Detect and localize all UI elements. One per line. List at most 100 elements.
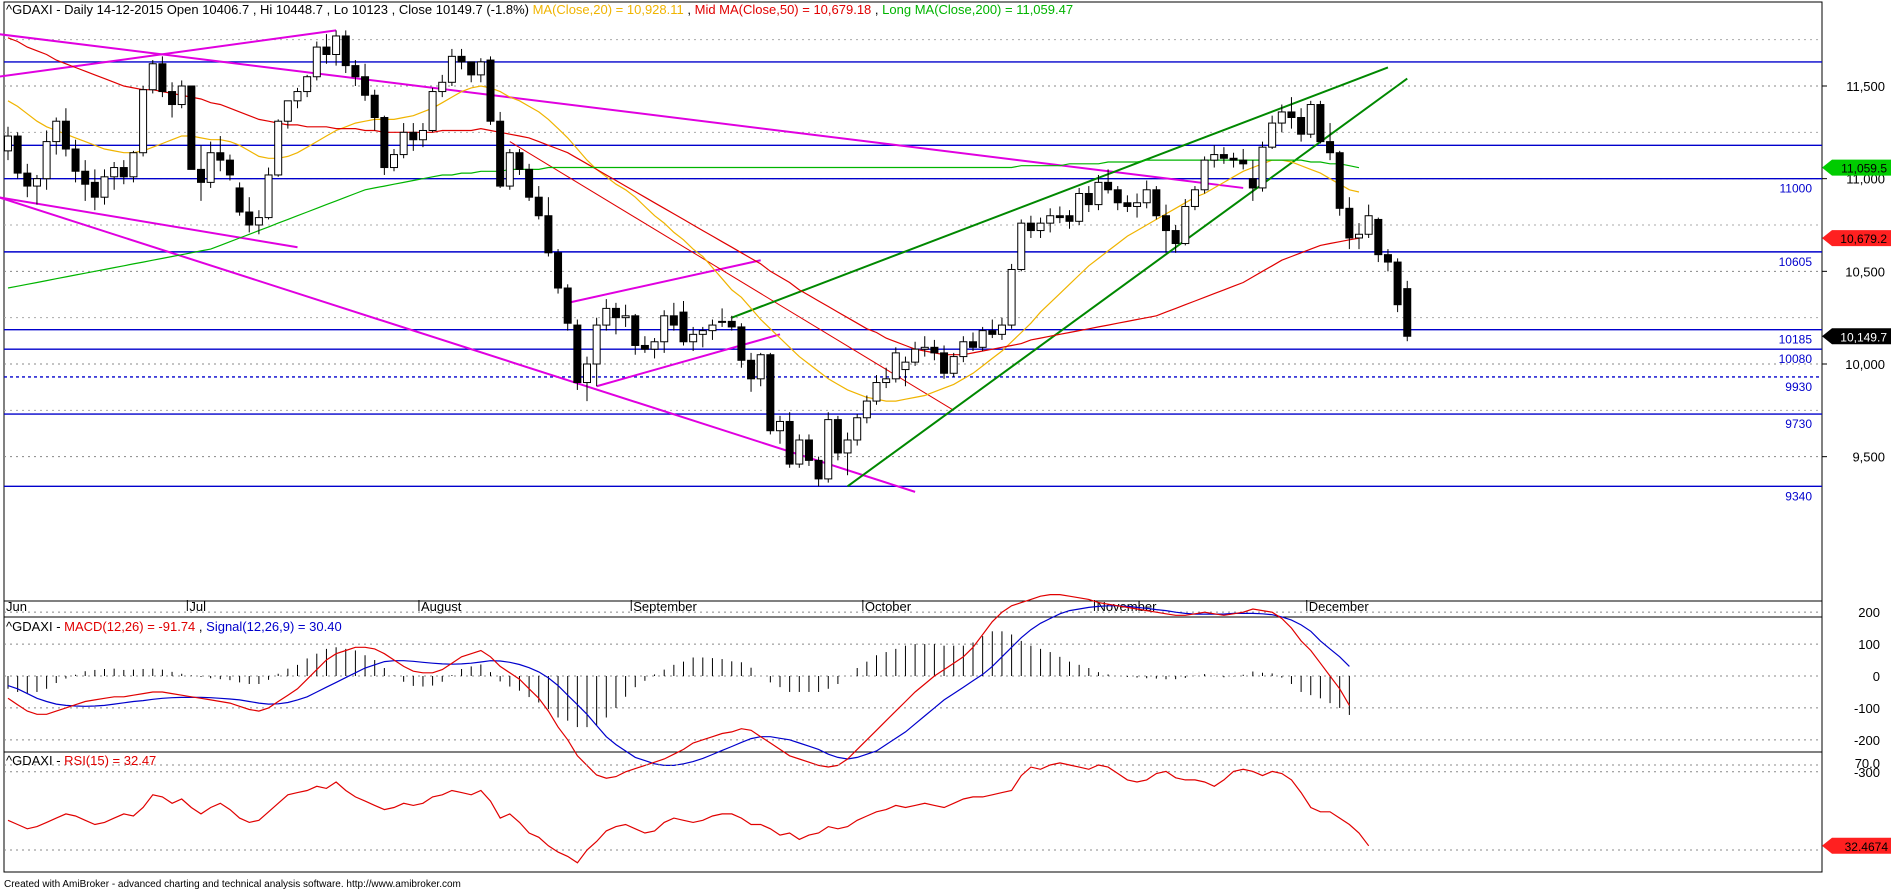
candle-up — [1306, 104, 1315, 135]
candle-up — [1200, 159, 1209, 191]
candle-up — [1007, 268, 1016, 326]
candle-down — [496, 120, 505, 187]
header-high: Hi 10448.7 — [260, 2, 323, 17]
candle-up — [911, 348, 920, 363]
macd-header-value: MACD(12,26) = -91.74 — [64, 619, 195, 634]
header-close: Close 10149.7 (-1.8%) — [399, 2, 529, 17]
date-tick-label: October — [865, 599, 912, 614]
candle-up — [862, 400, 871, 419]
candle-down — [554, 252, 563, 289]
candle-down — [457, 55, 466, 63]
candle-down — [380, 117, 389, 169]
date-tick-label: December — [1309, 599, 1370, 614]
candle-up — [1046, 215, 1055, 224]
level-label: 11000 — [1780, 182, 1813, 196]
price-value-box-bg — [1822, 159, 1891, 176]
candle-down — [534, 196, 543, 217]
candle-up — [650, 341, 659, 350]
macd-header: ^GDAXI - MACD(12,26) = -91.74 , Signal(1… — [6, 619, 342, 634]
candle-down — [1104, 181, 1113, 191]
price-value-label: 11,059.5 — [1841, 162, 1887, 176]
candle-up — [1210, 154, 1219, 161]
macd-tick-label: 0 — [1873, 669, 1880, 684]
date-axis: Jun Jul August September October November Dece… — [3, 599, 1822, 614]
trend-line — [0, 196, 298, 249]
price-value-label: 10,679.2 — [1840, 232, 1887, 246]
price-value-label: 10,149.7 — [1840, 330, 1887, 344]
macd-tick-label: -100 — [1854, 701, 1880, 716]
candle-down — [23, 172, 32, 187]
candle-up — [100, 176, 109, 198]
level-label: 9340 — [1785, 489, 1812, 503]
trend-line — [0, 196, 916, 493]
rsi-value-box-bg — [1822, 837, 1891, 854]
ma-line-20 — [7, 85, 1360, 402]
candle-down — [1055, 215, 1064, 219]
candle-up — [42, 141, 51, 180]
macd-signal-line — [7, 605, 1350, 767]
price-value-box: 10,679.2 — [1822, 230, 1891, 247]
candle-down — [81, 170, 90, 185]
candle-down — [235, 187, 244, 213]
header-period: Daily 14-12-2015 — [64, 2, 163, 17]
candle-down — [351, 65, 360, 78]
candle-down — [1316, 104, 1325, 143]
candle-down — [611, 307, 620, 319]
candle-down — [1229, 157, 1238, 161]
candle-down — [216, 152, 225, 161]
level-label: 10185 — [1779, 333, 1813, 347]
candle-down — [197, 168, 205, 183]
macd-tick-label: 100 — [1858, 637, 1880, 652]
candle-down — [1383, 254, 1392, 263]
candle-down — [119, 167, 128, 178]
level-label: 9930 — [1785, 380, 1812, 394]
candle-up — [997, 324, 1006, 335]
macd-header-signal: Signal(12,26,9) = 30.40 — [206, 619, 342, 634]
candle-down — [969, 341, 977, 348]
trend-line — [731, 66, 1389, 319]
trend-line — [0, 29, 337, 78]
candle-down — [573, 324, 582, 384]
candle-up — [1181, 205, 1190, 245]
candle-up — [1133, 202, 1142, 207]
date-tick-label: Jul — [189, 599, 206, 614]
candle-down — [1152, 189, 1161, 217]
candle-up — [718, 320, 727, 323]
candle-down — [814, 459, 823, 480]
price-header: ^GDAXI - Daily 14-12-2015 Open 10406.7 ,… — [6, 2, 1073, 17]
candle-down — [1123, 202, 1132, 207]
candle-up — [274, 120, 283, 176]
candle-up — [1017, 222, 1026, 270]
rsi-tick-label: 70.0 — [1855, 756, 1880, 771]
candle-down — [737, 326, 746, 361]
candle-down — [727, 320, 736, 328]
candle-down — [225, 159, 234, 176]
rsi-value-label: 32.4674 — [1845, 840, 1889, 854]
horizontal-levels: 11000 10605 10185 10080 9930 9730 9340 — [4, 61, 1822, 503]
ma-line-200 — [7, 159, 1360, 289]
header-low: Lo 10123 — [334, 2, 388, 17]
candle-down — [370, 94, 379, 119]
candle-down — [1065, 215, 1074, 222]
candle-down — [61, 120, 70, 150]
candle-up — [592, 324, 601, 365]
rsi-header: ^GDAXI - RSI(15) = 32.47 — [6, 753, 156, 768]
candle-up — [1142, 189, 1151, 204]
candle-up — [390, 154, 398, 169]
macd-tick-label: 200 — [1858, 605, 1880, 620]
candle-up — [254, 217, 263, 226]
candle-up — [139, 89, 148, 154]
candle-down — [1239, 159, 1248, 165]
rsi-value-box: 32.4674 — [1822, 837, 1891, 854]
candle-up — [110, 167, 119, 178]
price-value-box-bg — [1822, 230, 1891, 247]
candle-down — [525, 168, 534, 198]
candle-up — [583, 363, 591, 384]
candle-up — [283, 100, 292, 122]
candle-up — [332, 35, 341, 55]
candle-up — [129, 152, 138, 178]
price-value-box-bg — [1822, 328, 1891, 345]
price-tick-label: 10,000 — [1845, 357, 1885, 372]
candle-down — [563, 287, 572, 324]
header-symbol: ^GDAXI — [6, 2, 53, 17]
